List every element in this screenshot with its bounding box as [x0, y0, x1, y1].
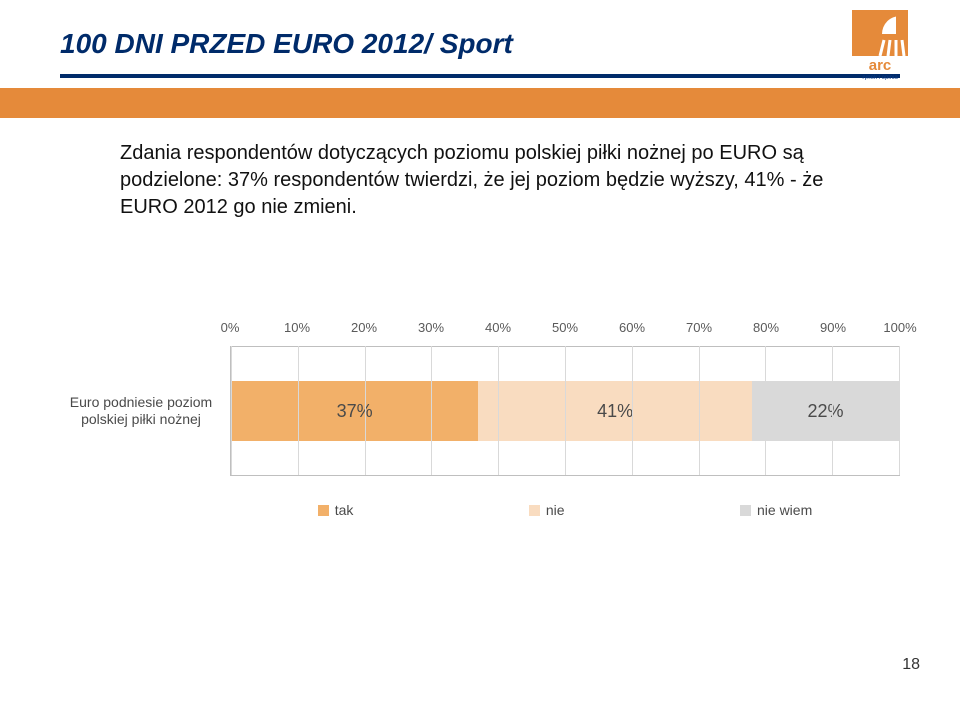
bar-segment-nie-wiem: 22% [752, 381, 899, 441]
logo-text: arc [869, 57, 892, 74]
x-tick-label: 90% [820, 320, 846, 335]
legend-swatch [740, 505, 751, 516]
bar-segment-nie: 41% [478, 381, 752, 441]
gridline [565, 346, 566, 475]
legend-label: tak [335, 502, 354, 518]
title-underline [60, 74, 900, 78]
legend: tak nie nie wiem [230, 502, 900, 518]
gridline [632, 346, 633, 475]
brand-logo: arc rynek i opinia [840, 10, 920, 80]
gridline [498, 346, 499, 475]
gridline [431, 346, 432, 475]
legend-item: tak [318, 502, 354, 518]
x-tick-label: 80% [753, 320, 779, 335]
legend-item: nie wiem [740, 502, 812, 518]
x-tick-label: 10% [284, 320, 310, 335]
gridline [899, 346, 900, 475]
bar-segment-tak: 37% [231, 381, 478, 441]
chart: 0%10%20%30%40%50%60%70%80%90%100% Euro p… [70, 320, 900, 518]
page-number: 18 [902, 656, 920, 674]
category-label: Euro podniesie poziom polskiej piłki noż… [61, 381, 221, 441]
x-tick-label: 50% [552, 320, 578, 335]
legend-label: nie wiem [757, 502, 812, 518]
gridline [231, 346, 232, 475]
logo-subtext: rynek i opinia [862, 75, 898, 80]
x-tick-label: 100% [883, 320, 916, 335]
x-tick-label: 0% [221, 320, 240, 335]
gridline [298, 346, 299, 475]
x-tick-label: 60% [619, 320, 645, 335]
gridline [765, 346, 766, 475]
x-tick-label: 30% [418, 320, 444, 335]
legend-label: nie [546, 502, 565, 518]
x-axis: 0%10%20%30%40%50%60%70%80%90%100% [230, 320, 900, 342]
slide-title: 100 DNI PRZED EURO 2012/ Sport [60, 28, 513, 60]
plot-area: Euro podniesie poziom polskiej piłki noż… [230, 346, 900, 476]
x-tick-label: 70% [686, 320, 712, 335]
legend-swatch [529, 505, 540, 516]
gridline [699, 346, 700, 475]
x-tick-label: 40% [485, 320, 511, 335]
legend-swatch [318, 505, 329, 516]
legend-item: nie [529, 502, 565, 518]
gridline [832, 346, 833, 475]
body-text: Zdania respondentów dotyczących poziomu … [120, 140, 840, 221]
gridline [365, 346, 366, 475]
x-tick-label: 20% [351, 320, 377, 335]
header-orange-bar [0, 88, 960, 118]
